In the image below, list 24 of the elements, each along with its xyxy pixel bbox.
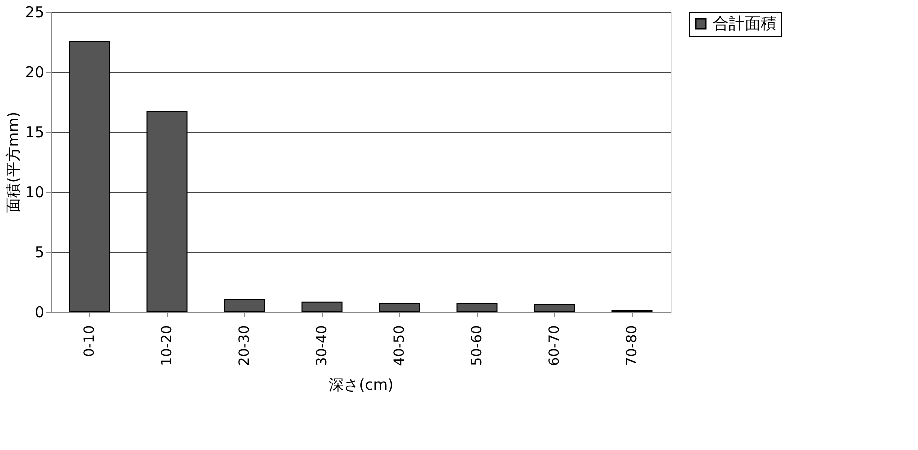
y-tick-label: 15	[25, 124, 44, 142]
y-axis-title: 面積(平方mm)	[4, 112, 22, 213]
x-tick-label: 40-50	[392, 326, 408, 366]
y-tick-label: 25	[25, 4, 44, 22]
bar	[69, 42, 110, 312]
y-tick-label: 0	[34, 304, 44, 322]
x-axis-title: 深さ(cm)	[329, 376, 394, 394]
bar	[146, 111, 188, 312]
bar	[534, 304, 576, 312]
bar	[302, 302, 343, 312]
x-tick-label: 60-70	[546, 326, 563, 366]
bar	[379, 303, 420, 312]
x-tick-label: 50-60	[469, 326, 486, 366]
x-tick-label: 30-40	[314, 326, 330, 366]
x-tick-label: 0-10	[82, 326, 98, 358]
x-tick-label: 70-80	[624, 326, 640, 366]
y-tick-label: 10	[25, 184, 44, 202]
y-tick-label: 5	[34, 244, 44, 262]
legend-label: 合計面積	[713, 14, 777, 33]
y-tick-label: 20	[25, 64, 44, 82]
x-tick-label: 20-30	[236, 326, 253, 366]
x-tick-label: 10-20	[159, 326, 176, 366]
bar	[224, 300, 266, 312]
bar	[456, 303, 498, 312]
